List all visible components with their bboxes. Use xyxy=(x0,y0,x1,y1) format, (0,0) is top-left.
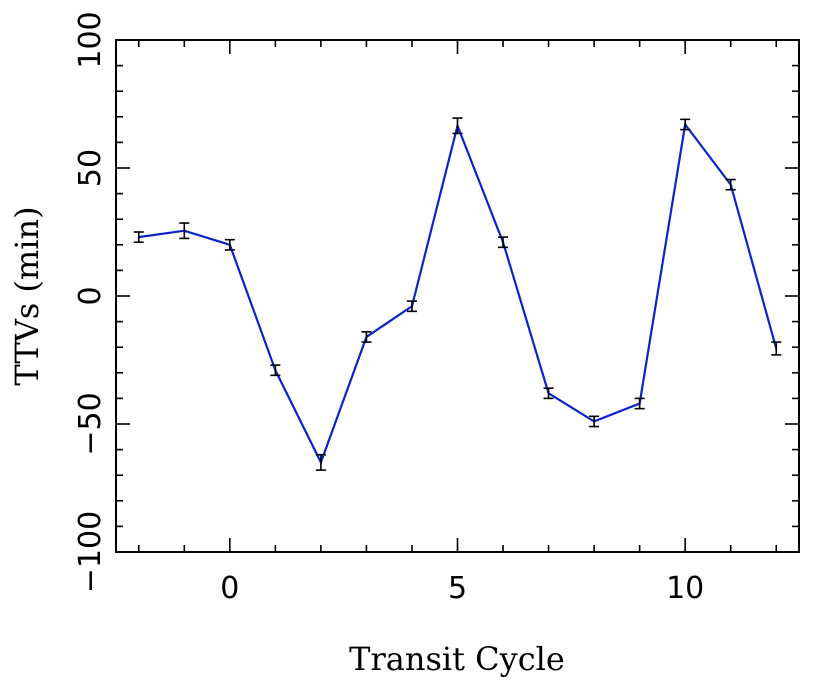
y-tick-label: 100 xyxy=(73,11,108,68)
data-point xyxy=(406,300,417,313)
y-tick-labels: −100 −50 0 50 100 xyxy=(73,11,108,593)
x-axis-title: Transit Cycle xyxy=(349,640,565,678)
data-point xyxy=(680,118,691,131)
series-line xyxy=(138,121,778,466)
y-tick-label: −100 xyxy=(73,511,108,593)
data-point xyxy=(725,178,736,191)
data-point xyxy=(543,387,554,400)
y-tick-label: −50 xyxy=(73,392,108,455)
series-group xyxy=(138,121,778,466)
x-tick-labels: 0 5 10 xyxy=(220,571,704,606)
data-point xyxy=(634,397,645,410)
data-point xyxy=(498,236,509,249)
x-tick-label: 0 xyxy=(220,571,239,606)
error-bars xyxy=(133,117,782,471)
data-point xyxy=(224,238,235,251)
data-point xyxy=(270,364,281,377)
y-tick-label: 50 xyxy=(73,149,108,187)
data-point xyxy=(452,117,463,135)
data-point xyxy=(589,415,600,428)
data-point xyxy=(179,222,190,240)
data-point xyxy=(361,331,372,343)
data-point xyxy=(133,231,144,244)
plot-area-frame xyxy=(115,39,800,553)
x-tick-label: 5 xyxy=(448,571,467,606)
axis-ticks xyxy=(116,39,799,553)
y-axis-title: TTVs (min) xyxy=(8,206,46,385)
y-tick-label: 0 xyxy=(73,286,108,305)
data-point xyxy=(315,453,326,471)
x-tick-label: 10 xyxy=(666,571,704,606)
data-point xyxy=(771,341,782,356)
